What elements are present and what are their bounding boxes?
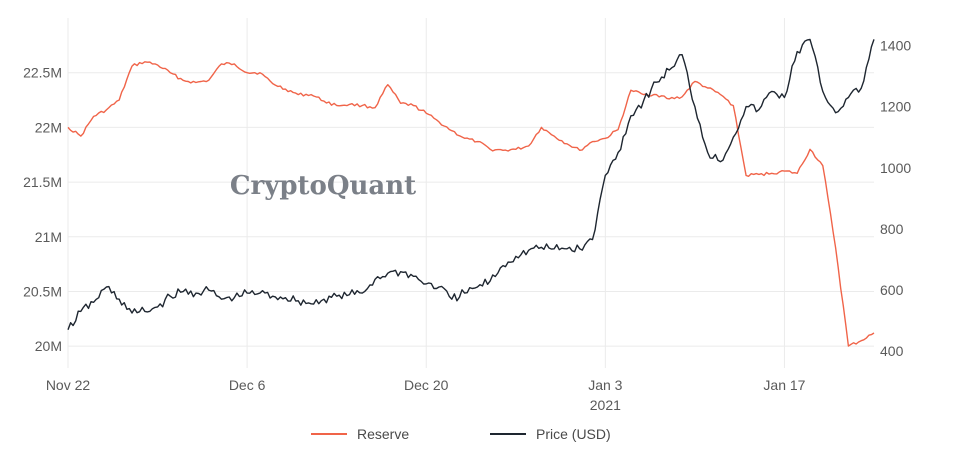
right-tick-label: 1000 [880, 160, 911, 176]
left-tick-label: 22.5M [23, 65, 62, 81]
price-series-line [67, 38, 875, 331]
x-tick-label: Jan 3 [588, 377, 622, 393]
right-tick-label: 1200 [880, 99, 911, 115]
series-lines [67, 38, 875, 347]
left-tick-label: 21M [35, 229, 62, 245]
right-tick-label: 400 [880, 343, 904, 359]
x-tick-label: Nov 22 [46, 377, 91, 393]
reserve-series-line [67, 61, 875, 347]
right-tick-label: 800 [880, 221, 904, 237]
legend-label: Reserve [357, 426, 409, 442]
watermark-logo: CryptoQuant [230, 171, 416, 201]
right-tick-label: 600 [880, 282, 904, 298]
right-axis-ticks: 400 600 800 1000 1200 1400 [880, 38, 911, 360]
grid-lines [67, 18, 874, 368]
x-tick-label: Jan 17 [763, 377, 805, 393]
legend-item-price[interactable]: Price (USD) [490, 426, 611, 442]
left-tick-label: 21.5M [23, 174, 62, 190]
legend-item-reserve[interactable]: Reserve [311, 426, 409, 442]
left-axis-ticks: 20M 20.5M 21M 21.5M 22M 22.5M [23, 65, 62, 354]
x-year-label: 2021 [590, 397, 621, 413]
x-tick-label: Dec 6 [229, 377, 266, 393]
legend[interactable]: Reserve Price (USD) [311, 426, 611, 442]
left-tick-label: 20.5M [23, 283, 62, 299]
x-tick-label: Dec 20 [404, 377, 449, 393]
left-tick-label: 20M [35, 338, 62, 354]
x-axis-ticks: Nov 22 Dec 6 Dec 20 Jan 3 Jan 17 2021 [46, 377, 806, 413]
left-tick-label: 22M [35, 119, 62, 135]
legend-label: Price (USD) [536, 426, 611, 442]
right-tick-label: 1400 [880, 38, 911, 54]
